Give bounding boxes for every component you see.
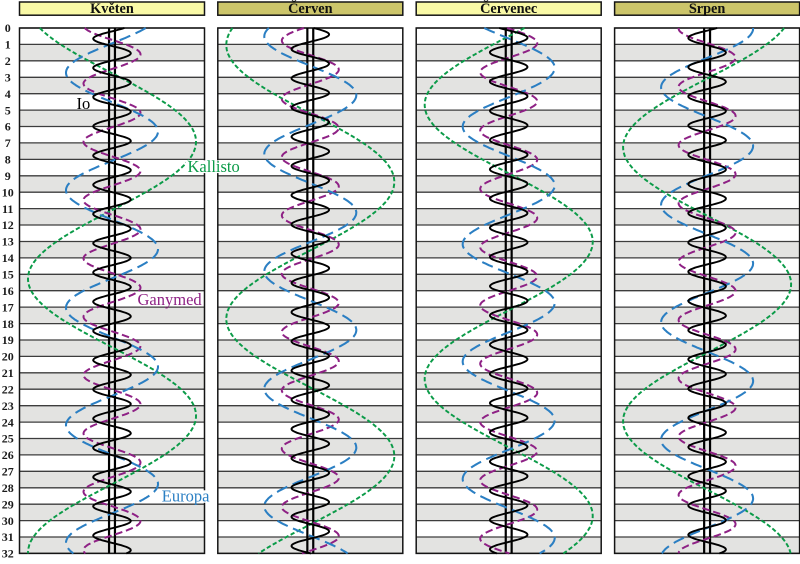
svg-text:13: 13 [2, 235, 14, 249]
svg-text:Europa: Europa [162, 486, 210, 505]
svg-text:21: 21 [2, 366, 14, 380]
svg-text:Červen: Červen [288, 0, 333, 17]
svg-text:3: 3 [5, 71, 11, 85]
svg-text:23: 23 [2, 399, 14, 413]
svg-text:19: 19 [2, 333, 14, 347]
svg-text:25: 25 [2, 432, 14, 446]
svg-text:15: 15 [2, 268, 14, 282]
svg-text:17: 17 [2, 300, 14, 314]
svg-text:10: 10 [2, 185, 14, 199]
svg-text:1: 1 [5, 38, 11, 52]
svg-text:6: 6 [5, 120, 11, 134]
svg-text:2: 2 [5, 54, 11, 68]
svg-text:29: 29 [2, 497, 14, 511]
svg-text:26: 26 [2, 448, 14, 462]
svg-text:20: 20 [2, 350, 14, 364]
svg-text:Ganymed: Ganymed [138, 290, 203, 309]
svg-text:Červenec: Červenec [480, 0, 537, 17]
svg-text:32: 32 [2, 547, 14, 559]
svg-text:31: 31 [2, 530, 14, 544]
svg-text:27: 27 [2, 465, 14, 479]
svg-text:28: 28 [2, 481, 14, 495]
svg-text:16: 16 [2, 284, 14, 298]
svg-text:8: 8 [5, 153, 11, 167]
svg-text:24: 24 [2, 415, 14, 429]
svg-text:5: 5 [5, 103, 11, 117]
svg-text:7: 7 [5, 136, 11, 150]
svg-text:Kallisto: Kallisto [188, 157, 240, 176]
svg-text:18: 18 [2, 317, 14, 331]
svg-text:9: 9 [5, 169, 11, 183]
svg-text:4: 4 [5, 87, 11, 101]
svg-text:0: 0 [5, 21, 11, 35]
svg-text:Io: Io [77, 94, 91, 113]
svg-text:Květen: Květen [90, 1, 134, 17]
svg-text:22: 22 [2, 382, 14, 396]
svg-text:30: 30 [2, 514, 14, 528]
svg-text:Srpen: Srpen [689, 1, 726, 17]
svg-text:11: 11 [2, 202, 13, 216]
svg-text:14: 14 [2, 251, 14, 265]
svg-text:12: 12 [2, 218, 14, 232]
